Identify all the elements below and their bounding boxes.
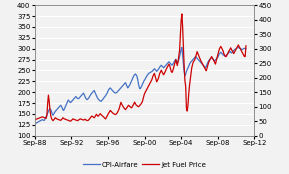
CPI-Airfare [33, 123, 36, 125]
Jet Fuel Price [244, 45, 248, 47]
CPI-Airfare [218, 52, 222, 54]
CPI-Airfare [180, 46, 184, 49]
Jet Fuel Price [224, 56, 227, 58]
Jet Fuel Price [49, 114, 52, 116]
Jet Fuel Price [143, 93, 146, 95]
CPI-Airfare [142, 80, 145, 82]
Line: CPI-Airfare: CPI-Airfare [35, 48, 246, 124]
Jet Fuel Price [180, 13, 184, 15]
Legend: CPI-Airfare, Jet Fuel Price: CPI-Airfare, Jet Fuel Price [80, 159, 209, 171]
Jet Fuel Price [69, 120, 72, 122]
Jet Fuel Price [33, 119, 36, 121]
Jet Fuel Price [219, 45, 223, 48]
Jet Fuel Price [229, 47, 232, 49]
CPI-Airfare [228, 50, 232, 52]
CPI-Airfare [148, 72, 151, 74]
CPI-Airfare [244, 48, 248, 50]
Jet Fuel Price [149, 81, 152, 83]
CPI-Airfare [223, 55, 226, 57]
CPI-Airfare [49, 109, 52, 111]
Line: Jet Fuel Price: Jet Fuel Price [35, 14, 246, 121]
